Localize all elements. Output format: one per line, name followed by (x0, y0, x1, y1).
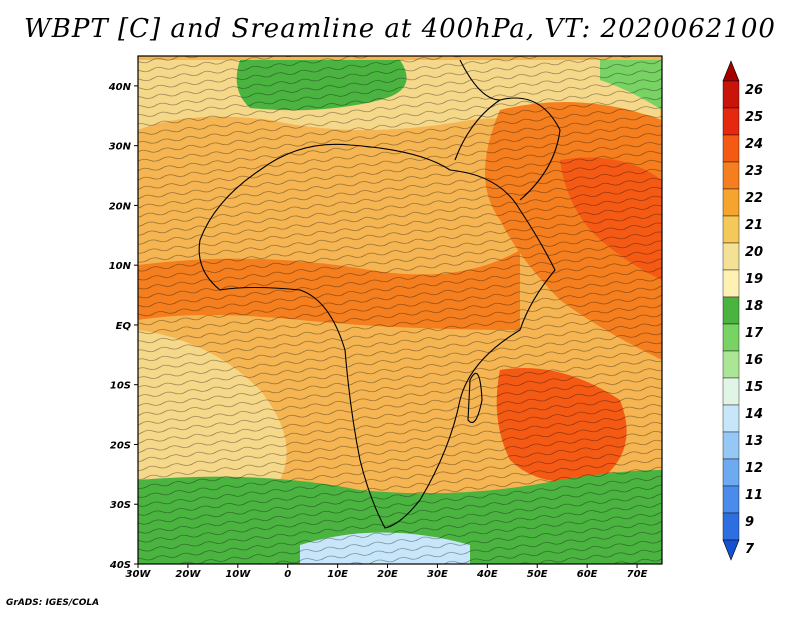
colorbar-label: 13 (745, 434, 763, 449)
lat-tick-label: 30N (109, 142, 132, 153)
lon-tick-label: 20W (175, 569, 201, 580)
lat-tick-label: 10N (109, 261, 132, 272)
colorbar-segment (722, 458, 740, 487)
lon-tick-label: 20E (377, 569, 398, 580)
colorbar-label: 12 (745, 461, 763, 476)
colorbar-label: 22 (745, 191, 763, 206)
colorbar-segment (722, 512, 740, 541)
colorbar-segment (722, 107, 740, 136)
colorbar-segment (722, 404, 740, 433)
colorbar-label: 16 (745, 353, 763, 368)
lat-tick-label: 10S (110, 381, 131, 392)
latitude-axis: 40N 30N 20N 10N EQ 10S 20S 30S 40S (108, 82, 138, 571)
colorbar-segment (722, 323, 740, 352)
colorbar-label: 9 (745, 515, 754, 530)
colorbar-segment (722, 269, 740, 298)
lat-tick-label: EQ (116, 321, 132, 332)
colorbar-segment (722, 350, 740, 379)
lat-tick-label: 40N (108, 82, 132, 93)
colorbar-segment (722, 242, 740, 271)
colorbar-label: 17 (745, 326, 764, 341)
lon-tick-label: 10E (327, 569, 348, 580)
longitude-axis: 30W 20W 10W 0 10E 20E 30E 40E 50E 60E 70E (126, 564, 648, 580)
lon-tick-label: 70E (627, 569, 648, 580)
colorbar-label: 25 (745, 110, 763, 125)
map-frame (137, 55, 663, 565)
colorbar-segment (722, 431, 740, 460)
wbpt-field (138, 56, 662, 564)
colorbar-label: 18 (745, 299, 763, 314)
colorbar-label: 24 (745, 137, 763, 152)
coastlines (198, 59, 561, 529)
colorbar-label: 14 (745, 407, 763, 422)
colorbar-label: 15 (745, 380, 763, 395)
lon-tick-label: 0 (284, 569, 291, 580)
colorbar-label: 20 (745, 245, 763, 260)
colorbar-segment (722, 215, 740, 244)
colorbar-label: 19 (745, 272, 763, 287)
lat-tick-label: 40S (109, 560, 131, 571)
colorbar-segment (722, 485, 740, 514)
lat-tick-label: 20S (110, 440, 131, 451)
lon-tick-label: 60E (577, 569, 598, 580)
lon-tick-label: 30E (427, 569, 448, 580)
colorbar-label: 11 (745, 488, 763, 503)
colorbar-segment (722, 296, 740, 325)
colorbar-min-arrow (722, 539, 740, 561)
colorbar-segment (722, 377, 740, 406)
lat-tick-label: 20N (109, 201, 132, 212)
lon-tick-label: 50E (527, 569, 548, 580)
colorbar-label: 23 (745, 164, 763, 179)
lat-tick-label: 30S (110, 500, 131, 511)
colorbar-segment (722, 161, 740, 190)
colorbar-max-arrow (722, 60, 740, 82)
colorbar-segment (722, 80, 740, 109)
colorbar-label: 21 (745, 218, 763, 233)
colorbar-segment (722, 188, 740, 217)
lon-tick-label: 30W (126, 569, 152, 580)
colorbar-segment (722, 134, 740, 163)
colorbar-label: 7 (745, 542, 755, 557)
lon-tick-label: 10W (225, 569, 251, 580)
colorbar: 26 25 24 23 22 21 20 19 18 17 16 15 14 13 12 11 9 7 (722, 60, 764, 561)
grads-credit: GrADS: IGES/COLA (6, 598, 100, 608)
lon-tick-label: 40E (476, 569, 498, 580)
colorbar-label: 26 (745, 83, 763, 98)
chart-title: WBPT [C] and Sreamline at 400hPa, VT: 20… (24, 14, 776, 44)
